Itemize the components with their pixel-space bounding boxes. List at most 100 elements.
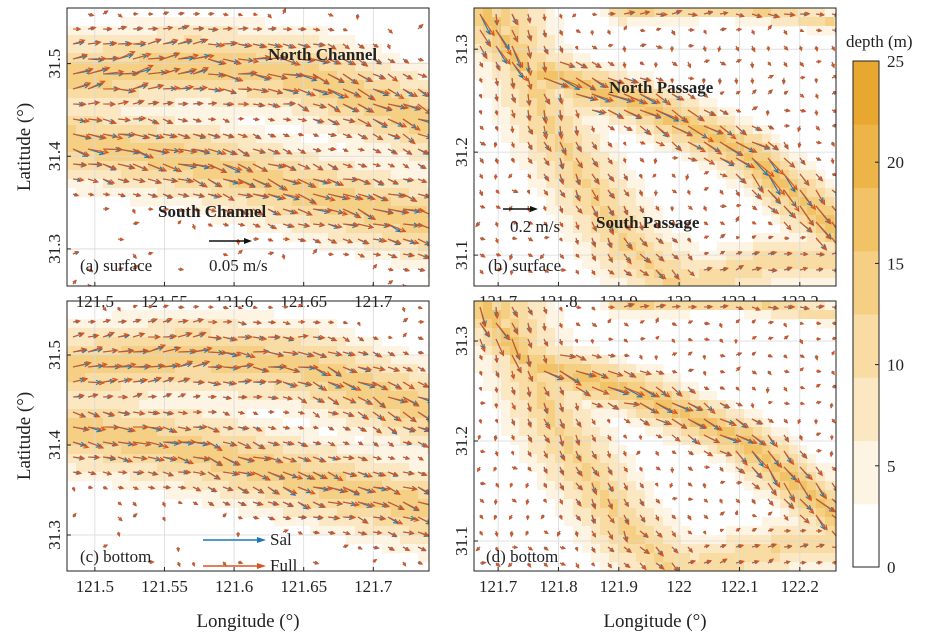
panel-c-vector-full-168 — [222, 411, 231, 416]
panel-b-vector-full-132 — [751, 89, 757, 95]
panel-b-vector-full-292 — [735, 203, 742, 208]
panel-c-vector-full-64 — [102, 348, 119, 354]
panel-a-vector-full-259 — [192, 178, 208, 188]
panel-c-vector-full-210 — [132, 441, 152, 447]
panel-a-vector-full-357 — [267, 251, 275, 256]
panel-a-vector-full-6 — [177, 11, 186, 16]
panel-d-xtick-1: 121.8 — [539, 577, 577, 596]
panel-d-vector-full-385 — [751, 559, 760, 565]
panel-c-vector-full-93 — [177, 360, 194, 368]
panel-b-vector-full-212 — [559, 157, 565, 169]
panel-d-vector-full-272 — [783, 482, 796, 503]
panel-b-vector-full-342 — [799, 235, 807, 240]
panel-d-vector-full-111 — [783, 369, 790, 374]
panel-b-vector-full-64 — [766, 45, 771, 52]
panel-a-vector-full-255 — [132, 178, 147, 184]
panel-a-vector-full-213 — [222, 148, 239, 156]
panel-b-vector-full-326 — [543, 235, 550, 240]
panel-d-vector-full-343 — [815, 528, 823, 533]
panel-a-vector-full-3 — [132, 12, 139, 16]
panel-b-vector-full-341 — [783, 236, 790, 240]
panel-d-vector-full-57 — [655, 335, 660, 340]
panel-c-vector-full-301 — [417, 486, 429, 494]
panel-b-vector-full-153 — [719, 109, 729, 115]
panel-a-vector-full-133 — [102, 101, 117, 107]
panel-b-vector-full-131 — [735, 90, 741, 95]
panel-a-vector-full-75 — [312, 58, 332, 65]
panel-b-vector-full-60 — [702, 45, 707, 52]
panel-a-vector-full-148 — [327, 103, 342, 113]
panel-d-vector-full-23 — [479, 322, 491, 337]
panel-d-vector-full-120 — [559, 386, 565, 396]
panel-a-vector-full-80 — [387, 58, 396, 63]
panel-b-vector-full-258 — [559, 189, 566, 199]
panel-a-vector-full-146 — [297, 103, 310, 112]
panel-b-vector-full-369 — [495, 267, 504, 272]
panel-d-vector-full-309 — [639, 514, 646, 522]
panel-c-vector-full-59 — [387, 335, 393, 340]
panel-c-vector-full-51 — [267, 334, 281, 340]
panel-c-vector-full-262 — [192, 470, 206, 476]
panel-a-vector-full-280 — [147, 193, 159, 198]
panel-c-grid — [67, 301, 429, 571]
panel-c-vector-full-335 — [357, 516, 369, 524]
panel-d-vector-full-365 — [799, 543, 809, 548]
panel-d-vector-full-14 — [703, 304, 714, 310]
panel-d-vector-full-134 — [783, 386, 788, 392]
panel-b-vector-full-83 — [703, 59, 711, 63]
colorbar-frame — [852, 60, 880, 568]
panel-a-vector-full-44 — [177, 38, 193, 45]
panel-a-vector-full-156 — [87, 117, 103, 123]
panel-d-vector-full-123 — [607, 386, 631, 395]
panel-a-vector-full-313 — [327, 208, 349, 216]
panel-d-vector-full-167 — [575, 418, 582, 428]
panel-a-vector-full-216 — [267, 148, 282, 155]
panel-c-vector-full-99 — [267, 363, 288, 369]
panel-d-vector-full-216 — [623, 450, 627, 457]
panel-d-vector-full-113 — [815, 369, 822, 373]
panel-c-vector-full-121 — [237, 378, 253, 384]
panel-d-vector-full-178 — [751, 418, 764, 425]
panel-a-vector-full-240 — [267, 163, 287, 169]
panel-a-vector-full-145 — [282, 100, 297, 107]
panel-b-vector-full-45 — [831, 27, 836, 33]
panel-d-vector-full-278 — [511, 498, 518, 503]
panel-b-vector-full-35 — [671, 29, 676, 36]
panel-b-vector-full-167 — [574, 125, 580, 137]
panel-a-vector-full-289 — [282, 193, 301, 200]
panel-c-vector-full-63 — [87, 345, 104, 353]
panel-a-vector-full-362 — [357, 253, 365, 258]
panel-a-vector-full-22 — [162, 25, 174, 31]
panel-d-vector-full-234 — [543, 466, 548, 475]
panel-a-vector-full-117 — [222, 88, 237, 94]
panel-d-vector-full-274 — [815, 482, 828, 500]
panel-a-vector-full-376 — [87, 283, 92, 286]
panel-d-ytick-1: 31.2 — [452, 426, 471, 456]
panel-c-vector-full-221 — [297, 441, 309, 447]
panel-a-vector-full-73 — [282, 58, 301, 66]
panel-b-vector-full-375 — [591, 269, 596, 276]
panel-b-vector-full-211 — [543, 157, 550, 166]
panel-a-vector-full-136 — [147, 100, 160, 106]
panel-c-vector-full-197 — [297, 425, 305, 430]
panel-d-vector-full-307 — [607, 514, 615, 524]
panel-d-vector-full-1 — [494, 306, 500, 320]
panel-c-vector-full-87 — [87, 362, 108, 368]
panel-b-vector-full-256 — [526, 189, 531, 195]
panel-c-vector-full-187 — [147, 425, 165, 431]
panel-d-vector-full-85 — [735, 352, 743, 356]
panel-a-vector-full-278 — [117, 192, 126, 197]
panel-a-vector-full-283 — [192, 192, 206, 199]
panel-b-vector-full-219 — [671, 155, 679, 160]
y-axis-label-top: Latitude (°) — [14, 103, 35, 191]
panel-c-vector-full-238 — [192, 455, 210, 462]
panel-b-vector-full-82 — [687, 61, 692, 69]
panel-c-vector-full-272 — [342, 471, 358, 478]
panel-b-vector-full-221 — [703, 157, 716, 165]
panel-b-vector-full-220 — [687, 157, 698, 162]
panel-b-vector-full-77 — [607, 61, 615, 66]
panel-b-vector-full-371 — [527, 269, 534, 273]
panel-d-vector-full-308 — [623, 514, 630, 526]
panel-c-vector-full-97 — [237, 362, 255, 368]
panel-a-vector-full-153 — [402, 103, 423, 111]
